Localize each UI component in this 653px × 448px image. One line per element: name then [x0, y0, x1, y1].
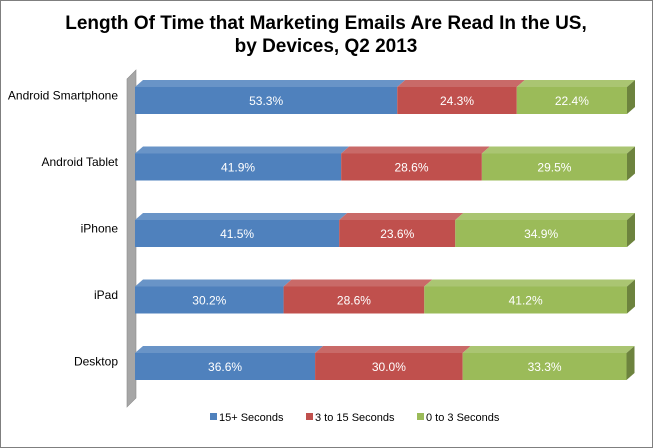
bar-segment: 41.9% [135, 146, 350, 181]
legend: 15+ Seconds 3 to 15 Seconds 0 to 3 Seconds [210, 412, 500, 424]
bar-segment: 41.2% [424, 279, 635, 314]
bar-top-face [135, 279, 292, 287]
bar-front-face [283, 286, 425, 314]
data-label: 30.2% [192, 294, 226, 308]
bar-front-face [135, 153, 342, 181]
bar-top-face [135, 346, 324, 353]
bar-front-face [462, 353, 627, 380]
chart-title-line-2: by Devices, Q2 2013 [235, 36, 418, 57]
bar-top-face [135, 80, 406, 87]
bar-segment: 22.4% [516, 80, 635, 114]
data-label: 29.5% [537, 161, 571, 175]
category-axis-labels: Android Smartphone Android Tablet iPhone iP… [8, 89, 119, 369]
chart-side-wall [126, 69, 137, 408]
bar-segment: 29.5% [481, 146, 635, 181]
bar-front-face [397, 87, 517, 114]
bar-top-face [341, 146, 490, 154]
bar-top-face [455, 213, 635, 220]
category-label: iPhone [81, 222, 119, 236]
bar-top-face [283, 279, 433, 287]
bar-segment: 28.6% [341, 146, 490, 181]
bar-front-face [135, 220, 340, 247]
data-label: 22.4% [555, 94, 589, 108]
bar-front-face [481, 153, 627, 181]
bar-segment: 33.3% [462, 346, 635, 380]
bar-front-face [516, 87, 627, 114]
side-wall [126, 69, 137, 408]
data-label: 24.3% [440, 94, 474, 108]
legend-swatch [210, 413, 217, 420]
legend-item: 3 to 15 Seconds [306, 412, 395, 424]
legend-swatch [417, 413, 424, 420]
legend-label: 3 to 15 Seconds [315, 412, 395, 424]
chart-title: Length Of Time that Marketing Emails Are… [65, 13, 587, 57]
bar-end-face [627, 213, 635, 247]
bar-top-face [135, 146, 350, 154]
bar-top-face [481, 146, 635, 154]
bar-top-face [462, 346, 635, 353]
bar-segment: 34.9% [455, 213, 635, 247]
data-label: 53.3% [249, 94, 283, 108]
bar-top-face [424, 279, 635, 287]
bar-segment: 41.5% [135, 213, 348, 247]
data-label: 36.6% [208, 360, 242, 374]
category-label: iPad [94, 288, 118, 302]
bar-front-face [424, 286, 627, 314]
bar-segment: 24.3% [397, 80, 525, 114]
legend-label: 15+ Seconds [219, 412, 284, 424]
category-label: Android Tablet [42, 155, 119, 169]
data-label: 28.6% [394, 161, 428, 175]
bar-front-face [135, 286, 284, 314]
bar-segment: 30.2% [135, 279, 292, 314]
bar-top-face [135, 213, 348, 220]
bar-top-face [339, 213, 464, 220]
bar-end-face [626, 346, 635, 380]
bar-segment: 23.6% [339, 213, 464, 247]
bar-front-face [135, 87, 398, 114]
bar-front-face [315, 353, 463, 380]
data-label: 30.0% [372, 360, 406, 374]
data-label: 33.3% [528, 360, 562, 374]
category-label: Desktop [74, 355, 118, 369]
chart-title-line-1: Length Of Time that Marketing Emails Are… [65, 13, 587, 34]
legend-item: 15+ Seconds [210, 412, 284, 424]
bar-end-face [627, 80, 635, 114]
bar-front-face [135, 353, 316, 380]
data-label: 28.6% [337, 294, 371, 308]
data-label: 41.2% [509, 294, 543, 308]
bar-segment: 30.0% [315, 346, 471, 380]
bar-top-face [315, 346, 471, 353]
data-label: 34.9% [524, 227, 558, 241]
data-label: 41.5% [220, 227, 254, 241]
category-label: Android Smartphone [8, 89, 118, 103]
bar-front-face [341, 153, 482, 181]
bar-top-face [516, 80, 635, 87]
bar-end-face [627, 146, 635, 181]
data-label: 23.6% [380, 227, 414, 241]
bar-segment: 36.6% [135, 346, 324, 380]
bar-front-face [455, 220, 627, 247]
legend-item: 0 to 3 Seconds [417, 412, 500, 424]
bar-segment: 53.3% [135, 80, 406, 114]
bar-front-face [339, 220, 456, 247]
legend-label: 0 to 3 Seconds [426, 412, 500, 424]
bar-top-face [397, 80, 525, 87]
data-label: 41.9% [221, 161, 255, 175]
bar-end-face [627, 279, 635, 314]
legend-swatch [306, 413, 313, 420]
bars: 53.3% 24.3% 22.4% 41.9% 28.6% 29.5% 41.5% 23.6%… [135, 80, 635, 380]
bar-segment: 28.6% [283, 279, 433, 314]
